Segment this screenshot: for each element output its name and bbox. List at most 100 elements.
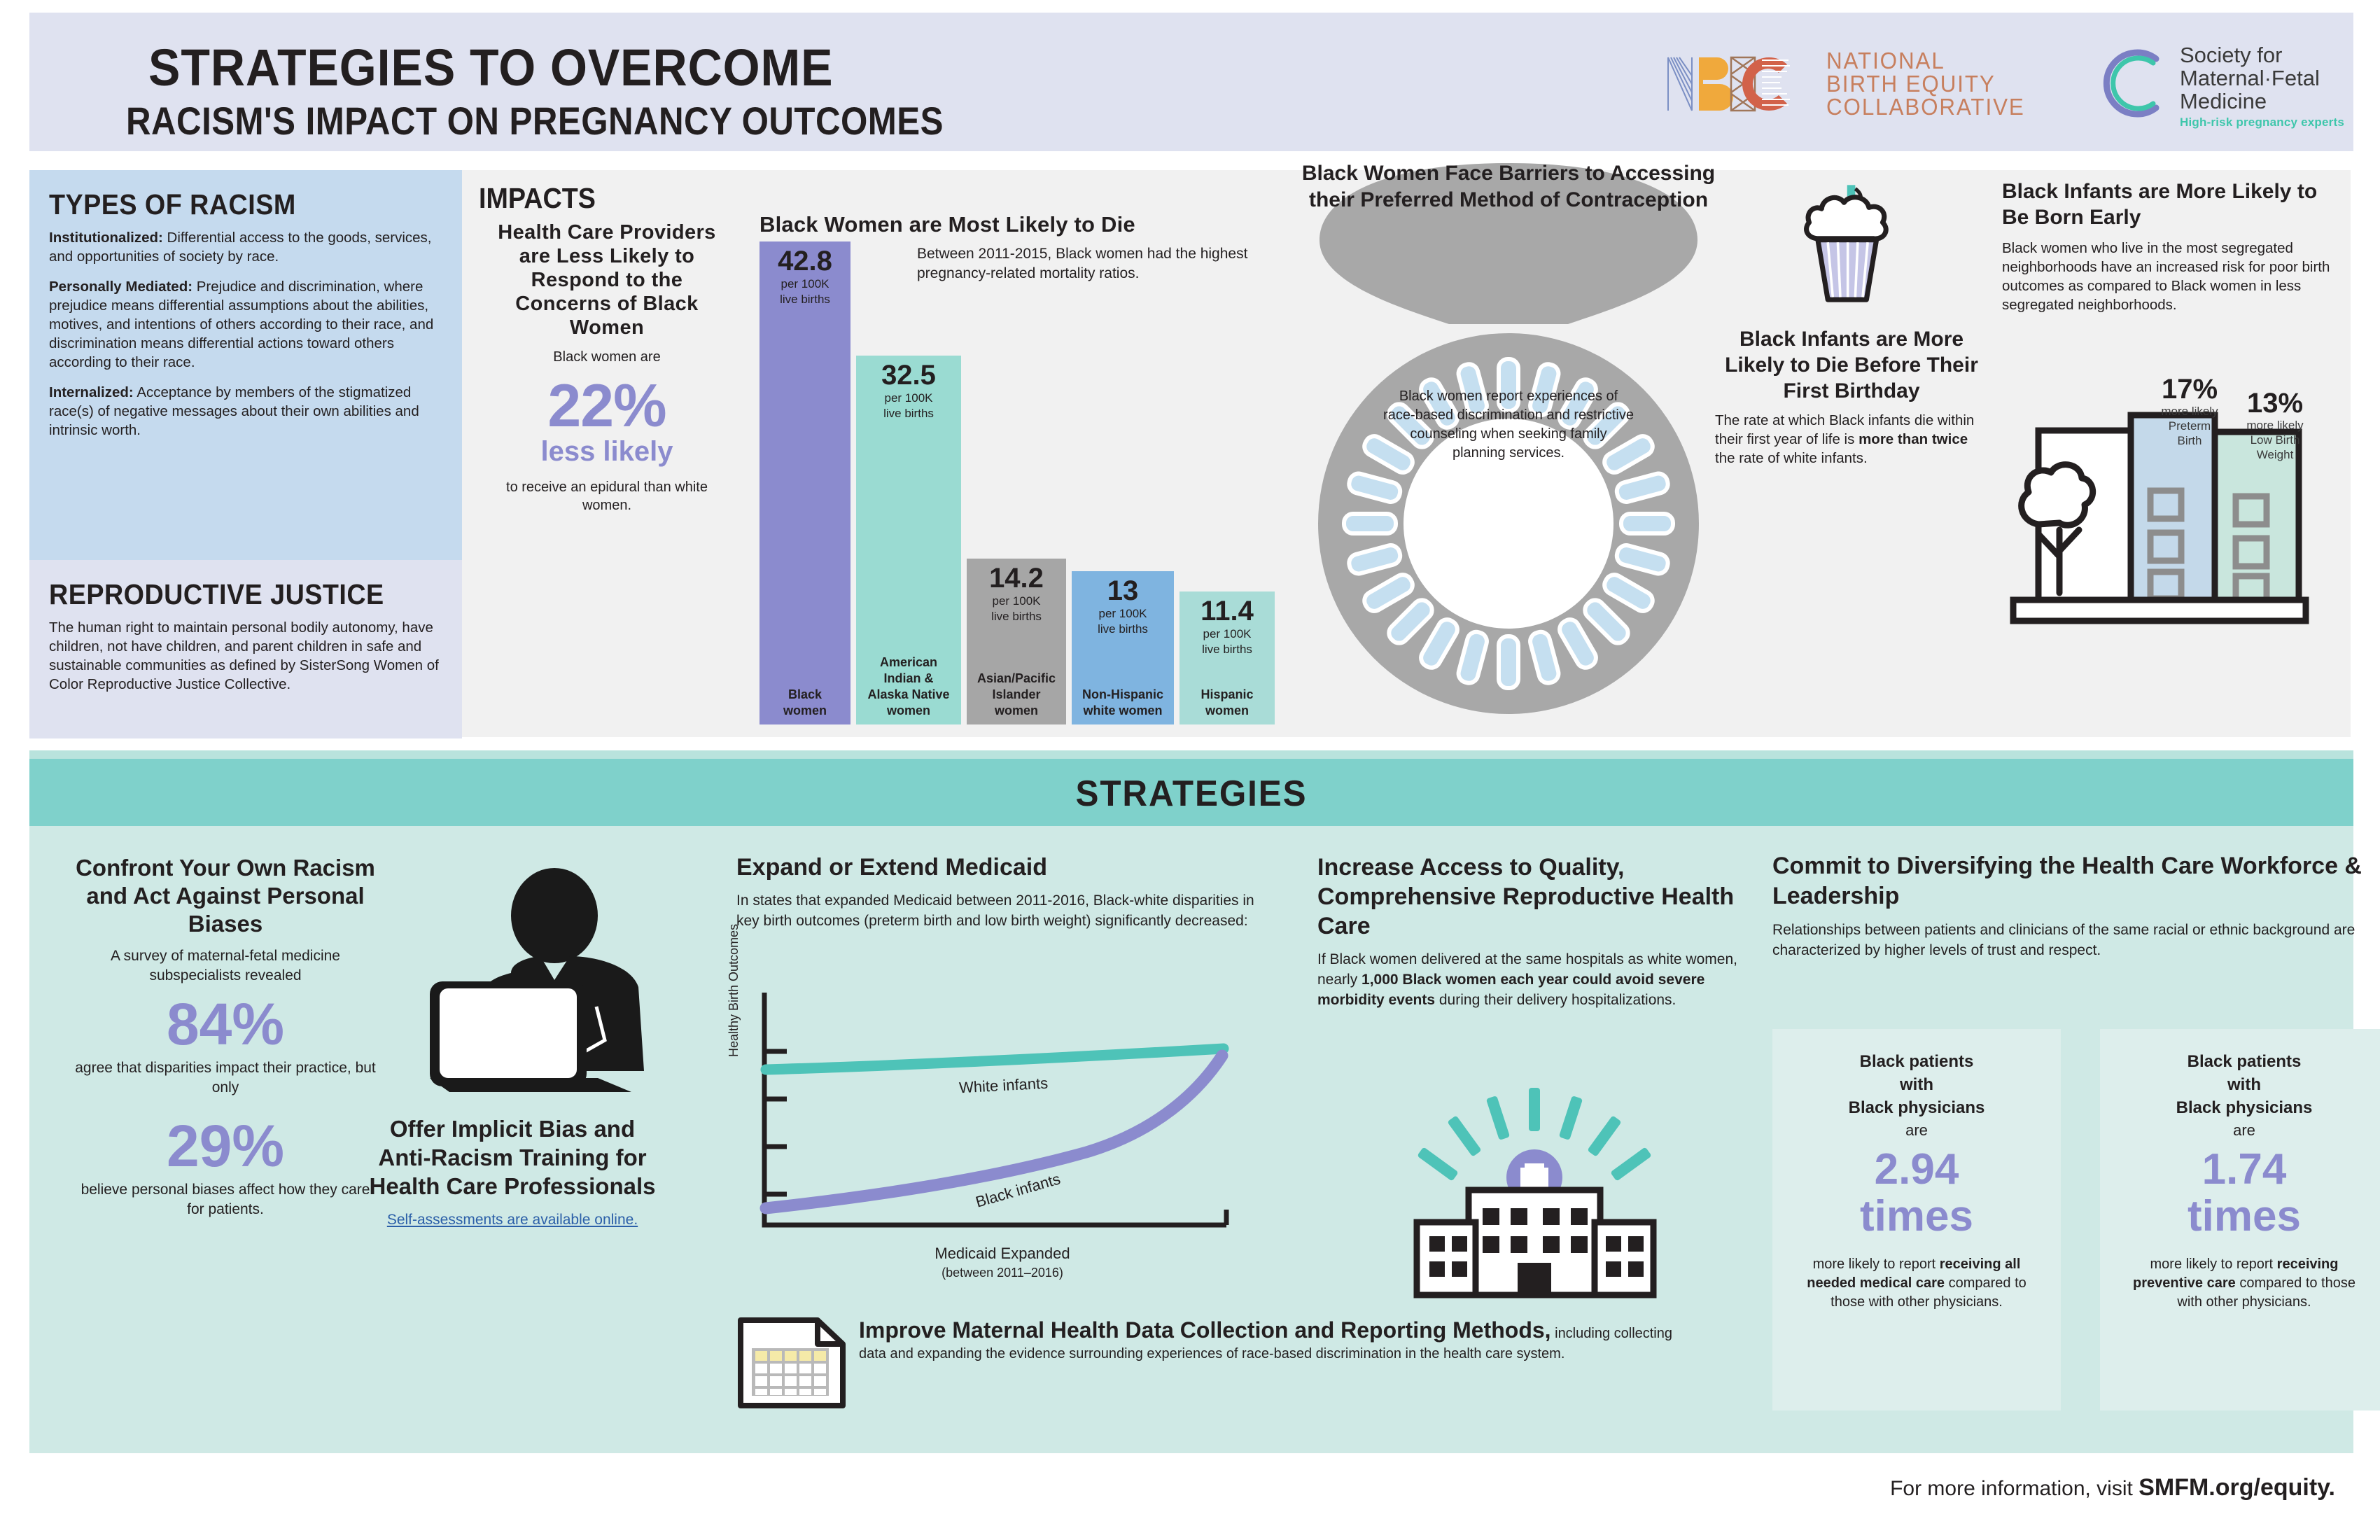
- cupcake-icon: [1804, 185, 1889, 302]
- confront-title: Confront Your Own Racism and Act Against…: [76, 855, 375, 937]
- confront-stat-29-text: believe personal biases affect how they …: [80, 1182, 370, 1217]
- types-of-racism-heading: TYPES OF RACISM: [49, 188, 296, 220]
- bar-hispanic: 11.4 per 100K live births Hispanic women: [1180, 592, 1275, 724]
- bar-category-1: American Indian & Alaska Native women: [867, 655, 950, 718]
- bar-black-women: 42.8 per 100K live births Black women: [760, 241, 850, 724]
- smfm-tagline: High-risk pregnancy experts: [2180, 115, 2344, 129]
- preterm-stat-2-label-a: more likely: [2246, 419, 2304, 432]
- medicaid-y-axis-label: Healthy Birth Outcomes: [727, 923, 741, 1057]
- footer-url[interactable]: SMFM.org/equity.: [2138, 1474, 2335, 1501]
- mortality-chart-title: Black Women are Most Likely to Die: [760, 212, 1135, 237]
- card-1-desc: more likely to report receiving all need…: [1772, 1255, 2061, 1312]
- birth-control-wheel-icon: [1318, 163, 1699, 714]
- bar-american-indian: 32.5 per 100K live births American Indian …: [856, 356, 961, 724]
- medicaid-x-axis-label: Medicaid Expanded: [934, 1245, 1070, 1262]
- preterm-block: Black Infants are More Likely to Be Born…: [2002, 178, 2331, 624]
- access-title: Increase Access to Quality, Comprehensiv…: [1317, 854, 1735, 939]
- data-collection-title: Improve Maternal Health Data Collection …: [859, 1317, 1551, 1343]
- term-personally-mediated: Personally Mediated:: [49, 279, 193, 295]
- epidural-percent-sub: less likely: [540, 436, 673, 467]
- page-header: STRATEGIES TO OVERCOME RACISM'S IMPACT O…: [29, 13, 2353, 151]
- mortality-bars: 42.8 per 100K live births Black women 32.5…: [760, 241, 1292, 724]
- text-institutionalized: Differential access to the goods, servic…: [49, 230, 432, 265]
- bar-category-3: Non-Hispanic white women: [1082, 687, 1163, 718]
- data-collection-block: Improve Maternal Health Data Collection …: [859, 1316, 1692, 1364]
- contraception-center-text: Black women report experiences of race-b…: [1383, 388, 1634, 461]
- text-internalized: Acceptance by members of the stigmatized…: [49, 384, 419, 438]
- bar-non-hispanic-white: 13 per 100K live births Non-Hispanic white…: [1072, 571, 1174, 724]
- page-title: STRATEGIES TO OVERCOME: [148, 38, 834, 97]
- mortality-chart-note: Between 2011-2015, Black women had the h…: [917, 246, 1248, 281]
- card-2-desc: more likely to report receiving preventi…: [2100, 1255, 2380, 1312]
- reproductive-justice-heading: REPRODUCTIVE JUSTICE: [49, 578, 384, 610]
- mortality-bar-chart: Black Women are Most Likely to Die Betwe…: [742, 212, 1288, 730]
- page-subtitle: RACISM'S IMPACT ON PREGNANCY OUTCOMES: [126, 99, 944, 143]
- bar-unit-3: per 100K live births: [1098, 607, 1148, 636]
- nbec-logo: NATIONAL BIRTH EQUITY COLLABORATIVE: [1664, 49, 2056, 122]
- preterm-stat-1-label-a: more likely: [2161, 405, 2218, 418]
- nbec-logo-mark: [1667, 56, 1790, 112]
- preterm-stat-2: 13% more likely Low Birth Weight: [2233, 388, 2317, 462]
- bar-value-2: 14.2: [989, 563, 1044, 594]
- smfm-line-3: Medicine: [2180, 89, 2267, 113]
- workforce-card-2: Black patients with Black physicians are 1…: [2100, 1029, 2380, 1410]
- infant-mortality-title: Black Infants are More Likely to Die Bef…: [1725, 328, 1978, 402]
- workforce-cards: Black patients with Black physicians are 2…: [1772, 1029, 2380, 1421]
- nbec-line-2: BIRTH EQUITY: [1826, 71, 1996, 97]
- workforce-title: Commit to Diversifying the Health Care W…: [1772, 853, 2362, 909]
- impacts-heading: IMPACTS: [479, 182, 596, 214]
- infant-mortality-text-bold: more than twice: [1858, 431, 1968, 447]
- preterm-stat-1: 17% more likely Preterm Birth: [2148, 374, 2232, 448]
- infant-mortality-block: Black Infants are More Likely to Die Bef…: [1715, 183, 1988, 468]
- medicaid-line-chart: Healthy Birth Outcomes White infants Bla…: [727, 924, 1268, 1281]
- preterm-stat-1-label-b: Preterm: [2168, 419, 2211, 433]
- tree-icon: [2018, 461, 2096, 596]
- text-personally-mediated: Prejudice and discrimination, where prej…: [49, 279, 434, 370]
- card-1-heading: Black patients with Black physicians: [1848, 1052, 1985, 1117]
- access-text-a: If Black women delivered at the same hos…: [1317, 951, 1737, 988]
- implicit-bias-training-block: Offer Implicit Bias and Anti-Racism Trai…: [365, 1114, 659, 1230]
- bar-category-2: Asian/Pacific Islander women: [976, 671, 1056, 718]
- smfm-line-1: Society for: [2180, 43, 2283, 67]
- preterm-stat-1-value: 17%: [2161, 374, 2218, 405]
- racism-item-institutionalized: Institutionalized: Differential access t…: [49, 228, 442, 266]
- preterm-stat-2-label-c: Weight: [2256, 448, 2294, 461]
- workforce-card-1: Black patients with Black physicians are 2…: [1772, 1029, 2061, 1410]
- data-collection-text: including collecting data and expanding …: [859, 1326, 1672, 1362]
- person-with-laptop-icon: [430, 868, 644, 1092]
- bar-value-1: 32.5: [881, 360, 936, 391]
- bar-unit-0: per 100K live births: [780, 277, 830, 306]
- strategies-banner-label: STRATEGIES: [1075, 774, 1308, 814]
- access-text-b: during their delivery hospitalizations.: [1435, 992, 1676, 1008]
- racism-item-personally-mediated: Personally Mediated: Prejudice and discr…: [49, 277, 442, 372]
- bar-asian-pacific: 14.2 per 100K live births Asian/Pacific Is…: [967, 559, 1066, 724]
- racism-item-internalized: Internalized: Acceptance by members of t…: [49, 383, 442, 440]
- epidural-stat-block: Health Care Providers are Less Likely to…: [491, 220, 722, 514]
- card-2-heading: Black patients with Black physicians: [2176, 1052, 2313, 1117]
- nbec-logo-text: NATIONAL BIRTH EQUITY COLLABORATIVE: [1826, 49, 2036, 118]
- infant-mortality-text: The rate at which Black infants die with…: [1715, 411, 1988, 468]
- self-assessment-link[interactable]: Self-assessments are available online.: [386, 1212, 638, 1228]
- bar-unit-2: per 100K live births: [991, 594, 1042, 623]
- nbec-line-3: COLLABORATIVE: [1826, 94, 2025, 120]
- workforce-text: Relationships between patients and clini…: [1772, 922, 2356, 958]
- nbec-line-1: NATIONAL: [1826, 48, 1945, 74]
- bar-unit-4: per 100K live births: [1202, 627, 1252, 656]
- card-2-number: 1.74: [2202, 1145, 2287, 1194]
- preterm-stat-2-label-b: Low Birth: [2250, 433, 2300, 447]
- epidural-trail: to receive an epidural than white women.: [506, 479, 708, 513]
- contraception-block: Black Women Face Barriers to Accessing t…: [1298, 156, 1718, 737]
- confront-lead: A survey of maternal-fetal medicine subs…: [111, 948, 340, 983]
- confront-stat-84: 84%: [166, 991, 285, 1057]
- footer: For more information, visit SMFM.org/equ…: [0, 1474, 2380, 1502]
- reproductive-justice-panel: REPRODUCTIVE JUSTICE The human right to …: [29, 560, 462, 738]
- card-2-desc-bold: receiving preventive care: [2133, 1256, 2339, 1291]
- medicaid-text: In states that expanded Medicaid between…: [736, 892, 1254, 929]
- strategies-banner: STRATEGIES: [29, 759, 2353, 826]
- access-block: Increase Access to Quality, Comprehensiv…: [1317, 853, 1758, 1010]
- access-text-bold: 1,000 Black women each year could avoid …: [1317, 972, 1705, 1008]
- medicaid-title: Expand or Extend Medicaid: [736, 854, 1047, 881]
- smfm-logo-text: Society for Maternal·Fetal Medicine High…: [2180, 43, 2344, 130]
- preterm-stat-2-value: 13%: [2246, 388, 2304, 419]
